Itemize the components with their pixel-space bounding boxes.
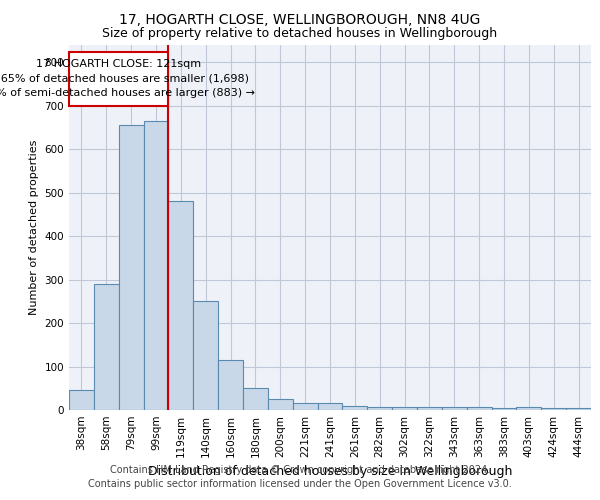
Text: 17 HOGARTH CLOSE: 121sqm
← 65% of detached houses are smaller (1,698)
34% of sem: 17 HOGARTH CLOSE: 121sqm ← 65% of detach… xyxy=(0,59,255,98)
Y-axis label: Number of detached properties: Number of detached properties xyxy=(29,140,39,315)
Bar xyxy=(367,407,392,410)
Bar xyxy=(417,407,442,410)
Bar xyxy=(467,407,491,410)
Bar xyxy=(218,360,243,410)
Bar xyxy=(541,408,566,410)
Bar xyxy=(343,406,367,410)
Bar xyxy=(442,407,467,410)
Bar xyxy=(143,121,169,410)
Bar xyxy=(69,390,94,410)
Bar xyxy=(193,302,218,410)
Bar xyxy=(243,388,268,410)
Bar xyxy=(169,202,193,410)
Bar xyxy=(566,408,591,410)
Bar xyxy=(119,126,143,410)
Text: Contains HM Land Registry data © Crown copyright and database right 2024.
Contai: Contains HM Land Registry data © Crown c… xyxy=(88,465,512,489)
FancyBboxPatch shape xyxy=(69,52,169,106)
Bar xyxy=(94,284,119,410)
Text: Size of property relative to detached houses in Wellingborough: Size of property relative to detached ho… xyxy=(103,28,497,40)
Text: 17, HOGARTH CLOSE, WELLINGBOROUGH, NN8 4UG: 17, HOGARTH CLOSE, WELLINGBOROUGH, NN8 4… xyxy=(119,12,481,26)
X-axis label: Distribution of detached houses by size in Wellingborough: Distribution of detached houses by size … xyxy=(148,466,512,478)
Bar xyxy=(268,398,293,410)
Bar xyxy=(491,408,517,410)
Bar xyxy=(317,404,343,410)
Bar xyxy=(517,407,541,410)
Bar xyxy=(392,407,417,410)
Bar xyxy=(293,404,317,410)
